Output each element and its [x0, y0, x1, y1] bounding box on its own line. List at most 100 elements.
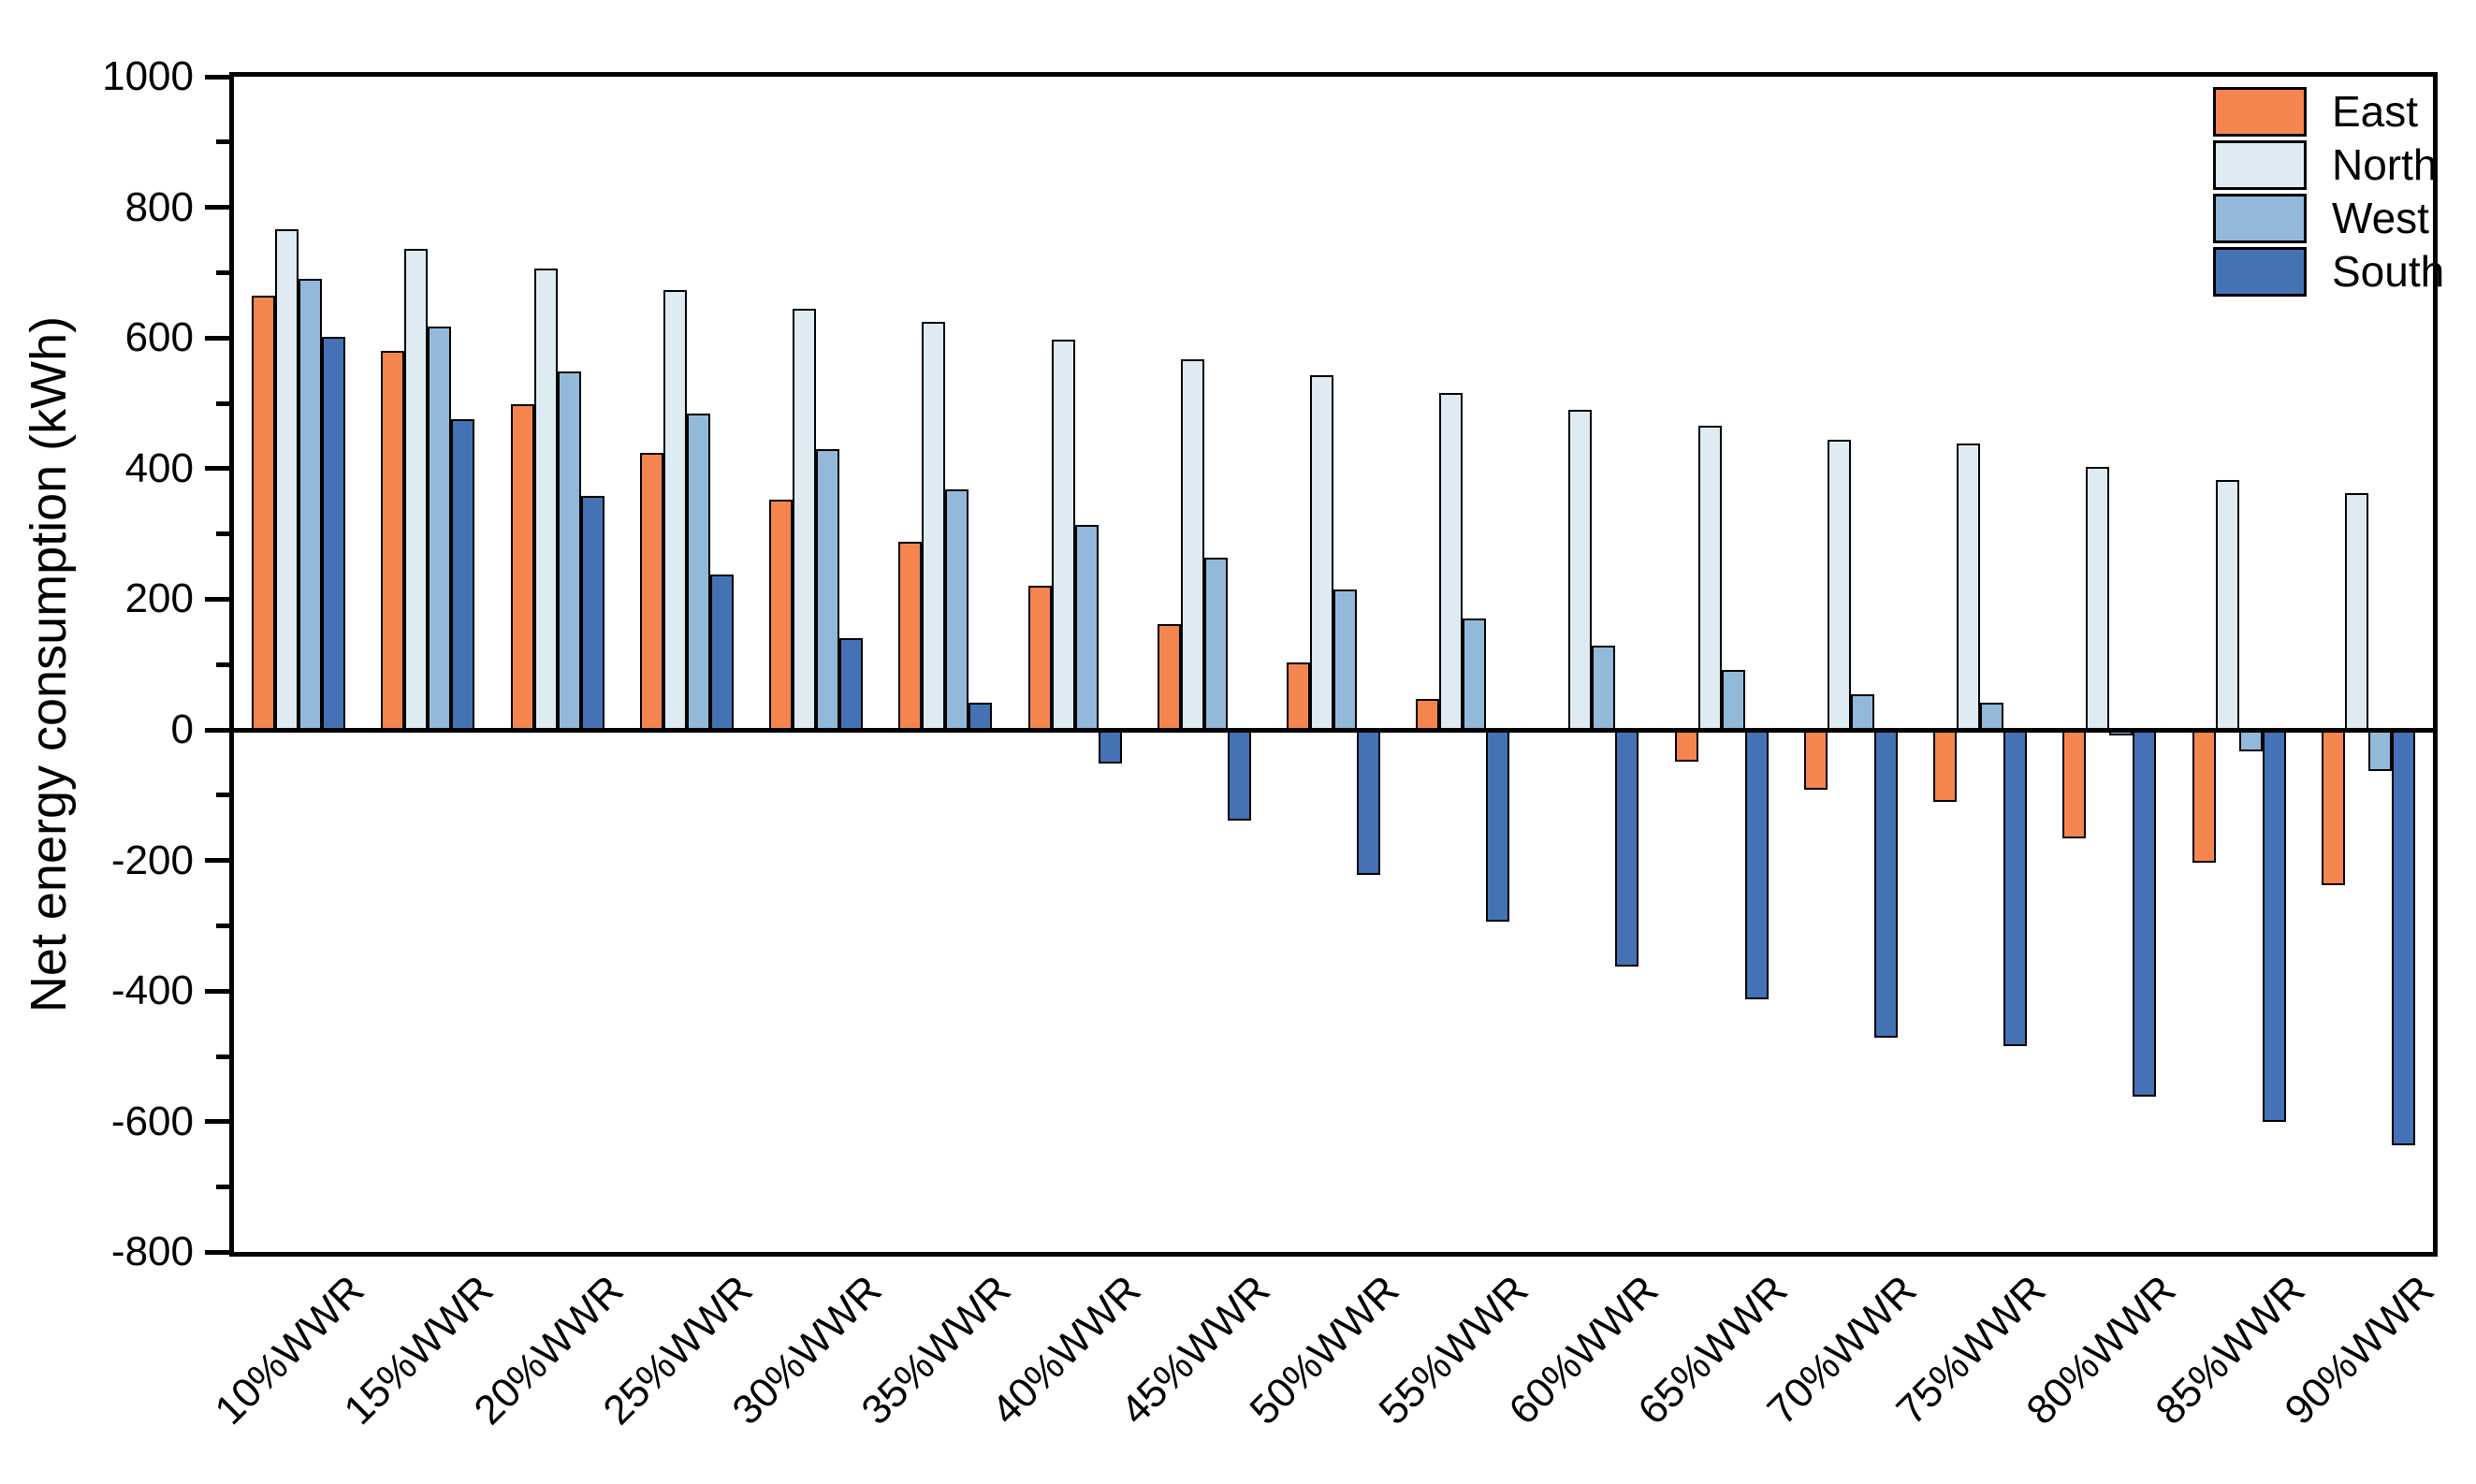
bar-west-45%wwr [1203, 557, 1228, 730]
bar-east-75%wwr [1933, 730, 1958, 802]
bar-north-50%wwr [1310, 374, 1333, 730]
bar-north-35%wwr [922, 321, 946, 730]
bar-west-50%wwr [1333, 589, 1357, 730]
bar-east-80%wwr [2062, 730, 2087, 838]
legend-label-west: West [2332, 194, 2429, 242]
legend-label-north: North [2332, 140, 2438, 189]
y-tick-label: 800 [124, 183, 194, 230]
bar-south-80%wwr [2133, 730, 2157, 1097]
bar-east-65%wwr [1674, 730, 1698, 762]
bar-south-85%wwr [2262, 730, 2286, 1122]
bar-north-10%wwr [275, 229, 299, 730]
bar-west-40%wwr [1074, 524, 1099, 730]
bar-south-60%wwr [1615, 730, 1639, 968]
bar-west-75%wwr [1980, 702, 2004, 730]
y-tick-label: -200 [110, 837, 194, 883]
bar-west-30%wwr [816, 448, 840, 730]
bar-east-90%wwr [2321, 730, 2345, 886]
bar-east-85%wwr [2192, 730, 2216, 863]
y-tick-minor [216, 793, 229, 798]
y-tick-label: -800 [110, 1229, 194, 1275]
zero-baseline [234, 727, 2433, 733]
y-tick-minor [216, 923, 229, 928]
bar-south-30%wwr [839, 638, 864, 730]
bar-east-55%wwr [1416, 699, 1440, 730]
bar-west-15%wwr [428, 327, 452, 730]
y-tick-minor [216, 269, 229, 275]
y-tick-label: -400 [110, 968, 194, 1014]
bar-north-85%wwr [2215, 480, 2239, 730]
y-tick-minor [216, 531, 229, 537]
y-tick-major [205, 596, 229, 602]
legend-swatch-west [2213, 194, 2307, 243]
y-tick-label: 0 [170, 706, 194, 752]
bar-east-10%wwr [252, 295, 276, 730]
bar-east-70%wwr [1803, 730, 1828, 791]
bar-west-25%wwr [686, 414, 710, 730]
y-tick-major [205, 466, 229, 472]
bar-north-15%wwr [404, 249, 429, 730]
y-tick-label: 400 [124, 444, 194, 491]
bar-south-40%wwr [1098, 730, 1122, 764]
y-tick-minor [216, 662, 229, 667]
bar-south-45%wwr [1227, 730, 1251, 822]
bar-south-90%wwr [2391, 730, 2415, 1145]
bar-west-20%wwr [557, 371, 581, 730]
y-tick-major [205, 335, 229, 341]
y-tick-major [205, 74, 229, 80]
bar-west-35%wwr [945, 489, 969, 730]
bar-north-55%wwr [1439, 392, 1464, 730]
bar-south-50%wwr [1357, 730, 1380, 875]
y-tick-minor [216, 1054, 229, 1059]
legend-label-south: South [2332, 247, 2445, 296]
bar-west-70%wwr [1850, 693, 1874, 730]
y-tick-minor [216, 400, 229, 406]
bar-south-70%wwr [1873, 730, 1898, 1038]
bar-east-45%wwr [1157, 623, 1181, 730]
bar-south-15%wwr [451, 418, 475, 730]
bar-south-65%wwr [1744, 730, 1769, 1000]
bar-south-25%wwr [709, 574, 734, 730]
bar-east-30%wwr [769, 500, 794, 730]
bar-west-60%wwr [1592, 645, 1616, 730]
bar-north-25%wwr [663, 290, 687, 730]
y-tick-major [205, 727, 229, 733]
y-tick-label: 1000 [102, 53, 194, 99]
y-tick-major [205, 858, 229, 864]
bar-south-75%wwr [2003, 730, 2028, 1046]
bar-north-45%wwr [1180, 358, 1204, 730]
y-axis-title: Net energy consumption (kWh) [21, 315, 77, 1013]
bar-north-40%wwr [1051, 340, 1075, 730]
bar-east-15%wwr [381, 351, 405, 730]
bar-south-35%wwr [969, 702, 993, 730]
legend-swatch-north [2213, 140, 2307, 190]
bar-south-55%wwr [1486, 730, 1510, 922]
bar-north-90%wwr [2344, 492, 2368, 730]
bar-north-70%wwr [1827, 440, 1851, 730]
y-tick-label: 200 [124, 575, 194, 622]
bar-north-30%wwr [793, 308, 817, 730]
y-tick-label: 600 [124, 314, 194, 361]
y-tick-minor [216, 139, 229, 145]
bar-west-90%wwr [2367, 730, 2392, 771]
bar-west-65%wwr [1721, 669, 1745, 730]
bar-north-60%wwr [1568, 409, 1593, 730]
bar-north-80%wwr [2086, 467, 2110, 730]
bar-east-25%wwr [639, 453, 663, 730]
y-tick-major [205, 205, 229, 211]
legend-swatch-south [2213, 247, 2307, 297]
bar-east-40%wwr [1027, 586, 1052, 730]
bar-south-20%wwr [580, 496, 604, 730]
y-tick-major [205, 1119, 229, 1125]
bar-north-75%wwr [1957, 444, 1981, 730]
y-tick-major [205, 1249, 229, 1255]
bar-west-55%wwr [1463, 618, 1487, 730]
legend-label-east: East [2332, 87, 2419, 136]
plot-area [229, 72, 2438, 1257]
bar-west-85%wwr [2238, 730, 2263, 752]
bar-east-35%wwr [898, 541, 923, 730]
y-tick-minor [216, 1185, 229, 1190]
bar-south-10%wwr [322, 336, 346, 730]
y-tick-label: -600 [110, 1098, 194, 1144]
